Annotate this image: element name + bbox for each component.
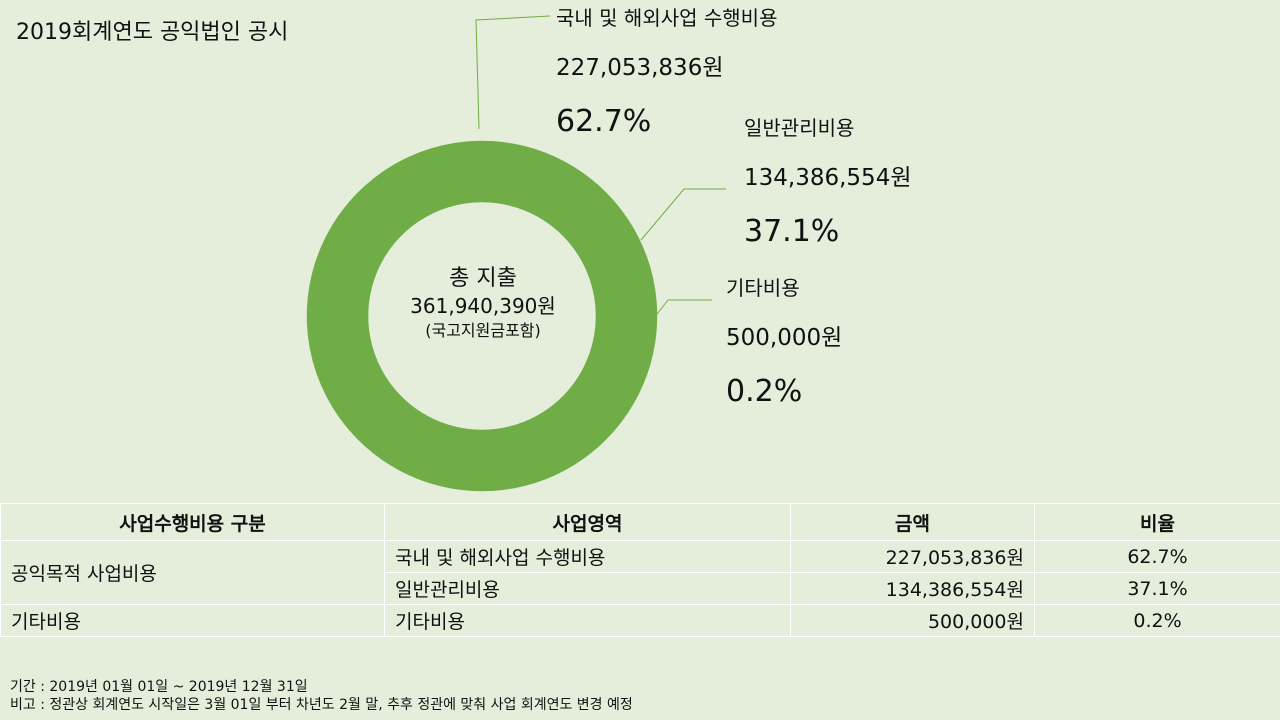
cell-amount: 500,000원 xyxy=(790,604,1035,637)
leader-line-3 xyxy=(653,299,712,319)
cell-group: 기타비용 xyxy=(0,604,385,637)
donut-center-label: 총 지출 361,940,390원 (국고지원금포함) xyxy=(383,265,583,343)
slice-percent: 62.7% xyxy=(556,104,652,139)
table-row: 기타비용 기타비용 500,000원 0.2% xyxy=(0,604,1280,637)
cell-amount: 134,386,554원 xyxy=(790,572,1035,605)
slice-name: 국내 및 해외사업 수행비용 xyxy=(556,6,778,30)
slice-percent: 0.2% xyxy=(726,374,803,409)
table-row: 공익목적 사업비용 국내 및 해외사업 수행비용 227,053,836원 62… xyxy=(0,540,1280,605)
slice-name: 기타비용 xyxy=(726,276,800,300)
cell-ratio: 0.2% xyxy=(1034,604,1280,637)
cell-area: 기타비용 xyxy=(384,604,791,637)
donut-chart xyxy=(306,15,726,492)
slice-name: 일반관리비용 xyxy=(744,116,855,140)
cell-amount: 227,053,836원 xyxy=(790,540,1035,573)
center-note: (국고지원금포함) xyxy=(425,321,541,340)
cell-area: 일반관리비용 xyxy=(384,572,791,605)
table-row: 일반관리비용 134,386,554원 37.1% xyxy=(1,572,1280,605)
donut-slice-2 xyxy=(306,140,482,439)
header-amount: 금액 xyxy=(790,503,1035,541)
donut-slice-1 xyxy=(356,140,658,492)
footer-note: 비고 : 정관상 회계연도 시작일은 3월 01일 부터 차년도 2월 말, 추… xyxy=(10,697,633,713)
header-category: 사업수행비용 구분 xyxy=(0,503,385,541)
leader-line-1 xyxy=(475,15,551,130)
cell-ratio: 37.1% xyxy=(1034,572,1280,605)
cell-group: 공익목적 사업비용 xyxy=(0,540,385,605)
center-total: 361,940,390원 xyxy=(410,294,556,318)
center-title: 총 지출 xyxy=(449,266,517,291)
donut-slice-3 xyxy=(480,140,483,203)
slice-percent: 37.1% xyxy=(744,214,840,249)
header-ratio: 비율 xyxy=(1034,503,1280,541)
footer-period: 기간 : 2019년 01월 01일 ~ 2019년 12월 31일 xyxy=(10,679,308,695)
slice-amount: 134,386,554원 xyxy=(744,165,912,191)
leader-line-2 xyxy=(640,188,726,241)
slice-amount: 227,053,836원 xyxy=(556,55,724,81)
header-area: 사업영역 xyxy=(384,503,791,541)
table-header-row: 사업수행비용 구분 사업영역 금액 비율 xyxy=(0,503,1280,541)
slice-amount: 500,000원 xyxy=(726,325,843,351)
cell-area: 국내 및 해외사업 수행비용 xyxy=(384,540,791,573)
cell-ratio: 62.7% xyxy=(1034,540,1280,573)
expense-table: 사업수행비용 구분 사업영역 금액 비율 공익목적 사업비용 국내 및 해외사업… xyxy=(0,503,1280,637)
page-title: 2019회계연도 공익법인 공시 xyxy=(16,20,289,45)
